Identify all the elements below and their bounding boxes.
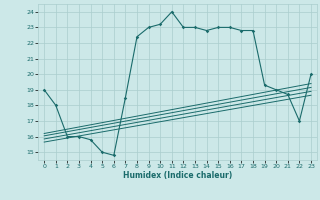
X-axis label: Humidex (Indice chaleur): Humidex (Indice chaleur) xyxy=(123,171,232,180)
